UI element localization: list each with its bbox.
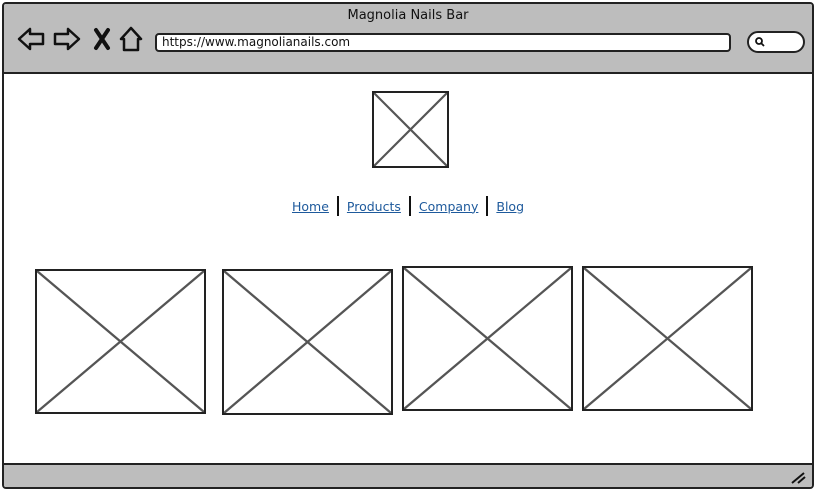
main-navigation: Home Products Company Blog — [284, 195, 532, 217]
nav-link-home[interactable]: Home — [292, 198, 329, 214]
back-button[interactable] — [16, 24, 46, 54]
nav-link-blog[interactable]: Blog — [496, 198, 525, 214]
home-icon — [119, 26, 143, 52]
back-icon — [17, 27, 45, 51]
image-placeholder-icon — [374, 93, 447, 166]
nav-link-products[interactable]: Products — [346, 198, 401, 214]
image-placeholder-icon — [584, 268, 751, 409]
browser-toolbar: Magnolia Nails Bar https://www.magnolian… — [4, 4, 812, 74]
image-placeholder-1 — [35, 269, 206, 414]
resize-grip-icon[interactable] — [790, 470, 806, 484]
window-title: Magnolia Nails Bar — [347, 8, 469, 23]
nav-separator — [486, 196, 489, 216]
status-bar — [4, 463, 812, 487]
image-placeholder-2 — [222, 269, 393, 415]
nav-link-company[interactable]: Company — [418, 198, 479, 214]
forward-button[interactable] — [52, 24, 82, 54]
image-placeholder-icon — [224, 271, 391, 413]
image-placeholder-3 — [402, 266, 573, 411]
search-box[interactable] — [747, 31, 805, 53]
image-placeholder-4 — [582, 266, 753, 411]
image-placeholder-icon — [37, 271, 204, 412]
image-placeholder-icon — [404, 268, 571, 409]
stop-button[interactable] — [87, 24, 117, 54]
search-icon — [755, 37, 765, 47]
address-bar[interactable]: https://www.magnolianails.com — [155, 33, 731, 52]
nav-separator — [408, 196, 411, 216]
logo-image-placeholder — [372, 91, 449, 168]
nav-separator — [336, 196, 339, 216]
close-icon — [94, 28, 110, 50]
home-button[interactable] — [116, 24, 146, 54]
forward-icon — [53, 27, 81, 51]
